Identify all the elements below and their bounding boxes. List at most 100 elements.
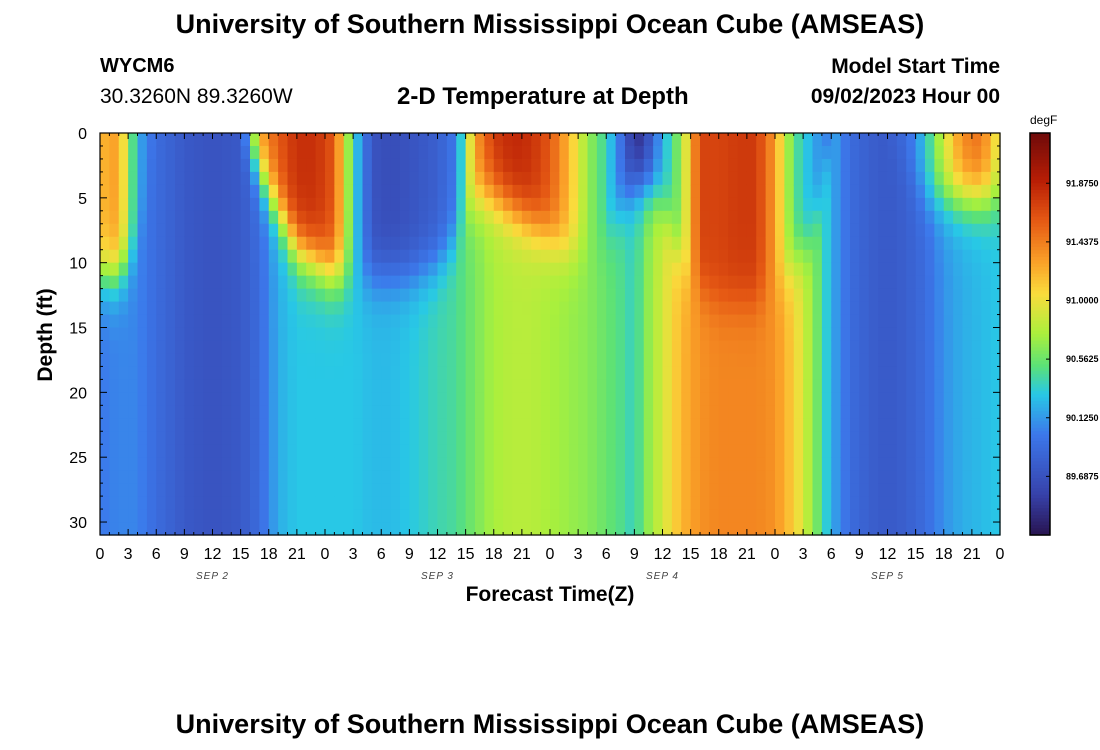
heatmap-cell (728, 470, 739, 484)
heatmap-cell (109, 379, 120, 393)
heatmap-cell (962, 483, 973, 497)
heatmap-cell (840, 496, 851, 510)
heatmap-cell (334, 275, 345, 290)
heatmap-cell (568, 392, 579, 406)
heatmap-cell (184, 158, 195, 173)
heatmap-cell (934, 379, 945, 393)
heatmap-cell (840, 392, 851, 406)
heatmap-cell (559, 405, 570, 419)
heatmap-cell (362, 288, 373, 303)
heatmap-cell (503, 288, 514, 303)
heatmap-cell (859, 197, 870, 212)
heatmap-cell (137, 223, 148, 238)
heatmap-cell (371, 171, 382, 186)
heatmap-cell (212, 496, 223, 510)
heatmap-cell (550, 470, 560, 484)
heatmap-cell (971, 470, 982, 484)
heatmap-cell (765, 366, 776, 380)
heatmap-cell (343, 158, 354, 173)
heatmap-cell (409, 223, 420, 238)
heatmap-cell (756, 171, 767, 186)
heatmap-cell (484, 223, 495, 238)
heatmap-cell (634, 223, 645, 238)
heatmap-cell (165, 275, 176, 290)
x-tick-label: 3 (574, 546, 583, 563)
heatmap-cell (803, 353, 814, 368)
heatmap-cell (934, 223, 945, 238)
heatmap-cell (456, 223, 467, 238)
heatmap-cell (437, 249, 448, 264)
heatmap-cell (165, 366, 176, 380)
heatmap-cell (465, 275, 476, 290)
heatmap-cell (503, 314, 514, 329)
heatmap-cell (493, 509, 504, 523)
heatmap-cell (418, 275, 429, 290)
heatmap-cell (981, 483, 992, 497)
heatmap-cell (671, 145, 682, 160)
heatmap-cell (953, 444, 964, 458)
heatmap-cell (165, 392, 176, 406)
heatmap-cell (690, 288, 701, 303)
heatmap-cell (887, 262, 898, 277)
heatmap-cell (259, 444, 270, 458)
heatmap-cell (821, 223, 832, 238)
heatmap-cell (193, 301, 204, 316)
heatmap-cell (146, 483, 157, 497)
heatmap-cell (568, 145, 579, 160)
heatmap-cell (840, 418, 851, 432)
heatmap-cell (512, 223, 523, 238)
heatmap-cell (671, 457, 682, 471)
heatmap-cell (100, 288, 110, 303)
heatmap-cell (812, 314, 823, 329)
heatmap-cell (146, 470, 157, 484)
heatmap-cell (306, 431, 317, 445)
heatmap-cell (334, 405, 345, 419)
colorbar-tick-label: 91.8750 (1066, 178, 1099, 188)
heatmap-cell (784, 327, 795, 342)
heatmap-cell (512, 210, 523, 225)
heatmap-cell (343, 236, 354, 251)
heatmap-cell (840, 509, 851, 523)
heatmap-cell (915, 288, 926, 303)
heatmap-cell (137, 418, 148, 432)
heatmap-cell (156, 509, 167, 523)
heatmap-cell (287, 249, 298, 264)
heatmap-cell (653, 483, 664, 497)
heatmap-cell (268, 262, 279, 277)
heatmap-cell (971, 418, 982, 432)
heatmap-cell (821, 133, 832, 147)
heatmap-cell (418, 145, 429, 160)
heatmap-cell (943, 418, 954, 432)
heatmap-cell (128, 158, 139, 173)
heatmap-cell (653, 392, 664, 406)
heatmap-cell (156, 483, 167, 497)
heatmap-cell (803, 171, 814, 186)
heatmap-cell (118, 197, 129, 212)
heatmap-cell (287, 444, 298, 458)
heatmap-cell (700, 158, 710, 173)
heatmap-cell (278, 496, 289, 510)
heatmap-cell (653, 327, 664, 342)
heatmap-cell (362, 353, 373, 368)
heatmap-cell (409, 275, 420, 290)
heatmap-cell (878, 509, 889, 523)
colorbar-segment (1030, 337, 1050, 342)
heatmap-cell (615, 236, 626, 251)
heatmap-cell (559, 210, 570, 225)
heatmap-cell (821, 327, 832, 342)
heatmap-cell (165, 223, 176, 238)
heatmap-cell (409, 314, 420, 329)
heatmap-cell (400, 444, 410, 458)
heatmap-cell (756, 210, 767, 225)
heatmap-cell (568, 405, 579, 419)
heatmap-cell (728, 249, 739, 264)
heatmap-cell (184, 171, 195, 186)
heatmap-cell (906, 145, 917, 160)
heatmap-cell (793, 405, 804, 419)
heatmap-cell (193, 522, 204, 536)
heatmap-cell (709, 223, 720, 238)
heatmap-cell (550, 340, 560, 355)
heatmap-cell (250, 145, 260, 160)
heatmap-cell (146, 392, 157, 406)
heatmap-cell (128, 418, 139, 432)
